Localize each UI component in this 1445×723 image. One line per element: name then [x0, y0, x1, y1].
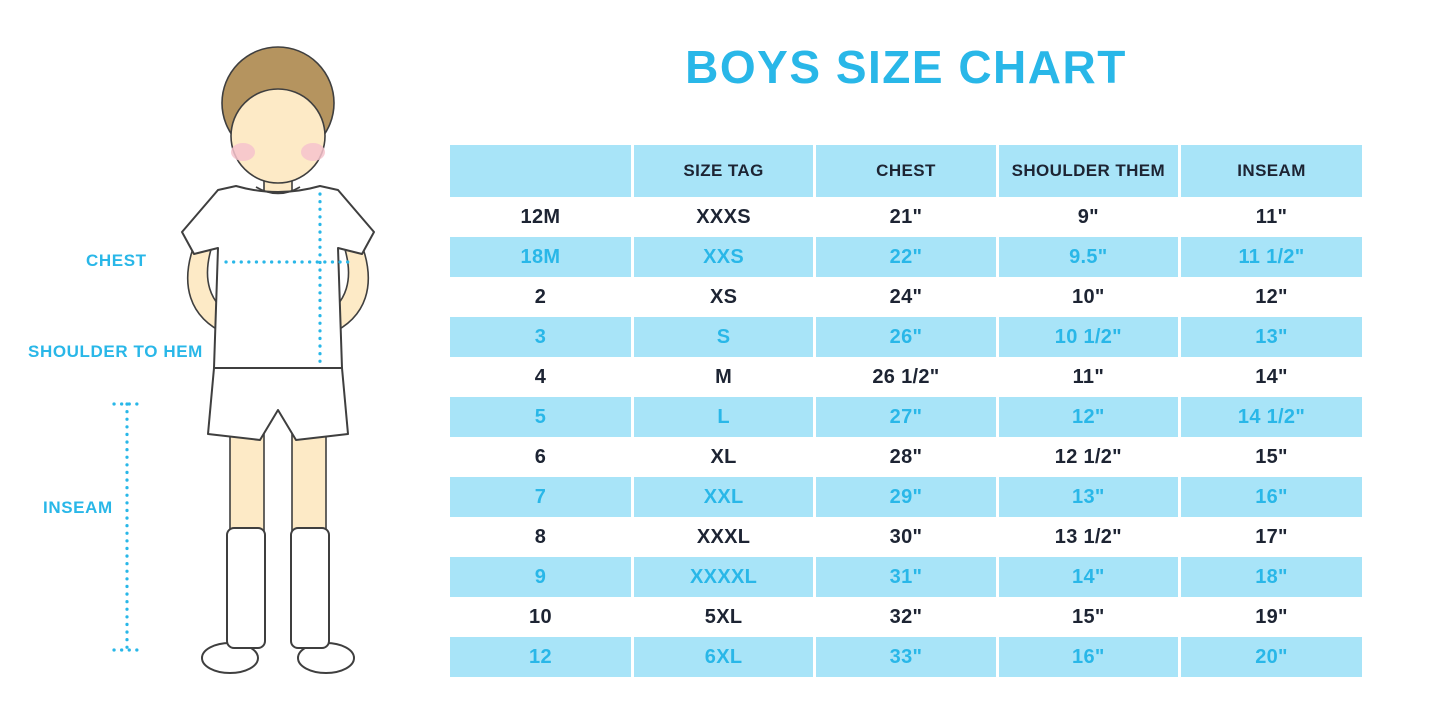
size-chart-section: BOYS SIZE CHART SIZE TAG CHEST SHOULDER TH… [450, 0, 1362, 723]
table-cell: 5XL [632, 597, 817, 637]
table-cell: XXXXL [632, 557, 817, 597]
table-cell: 22" [814, 237, 999, 277]
table-cell: 16" [1179, 477, 1362, 517]
table-row: 3 S 26" 10 1/2" 13" [450, 317, 1362, 357]
column-header: SHOULDER THEM [997, 145, 1182, 197]
table-body: 12M XXXS 21" 9" 11" 18M XXS 22" 9.5" 11 1/2" 2 XS 24… [450, 197, 1362, 677]
boy-cheek-right [301, 143, 325, 161]
table-cell: 27" [814, 397, 999, 437]
table-cell: 29" [814, 477, 999, 517]
table-row: 10 5XL 32" 15" 19" [450, 597, 1362, 637]
table-header: SIZE TAG CHEST SHOULDER THEM INSEAM [450, 145, 1362, 197]
table-cell: 13 1/2" [997, 517, 1182, 557]
table-cell: 9.5" [997, 237, 1182, 277]
table-cell: 33" [814, 637, 999, 677]
table-row: 12 6XL 33" 16" 20" [450, 637, 1362, 677]
table-cell: 3 [450, 317, 634, 357]
table-cell: 12 [450, 637, 634, 677]
table-cell: 11" [997, 357, 1182, 397]
table-cell: 9" [997, 197, 1182, 237]
table-cell: 14" [1179, 357, 1362, 397]
table-cell: 26" [814, 317, 999, 357]
table-cell: 26 1/2" [814, 357, 999, 397]
table-row: 2 XS 24" 10" 12" [450, 277, 1362, 317]
table-cell: L [632, 397, 817, 437]
table-cell: 32" [814, 597, 999, 637]
size-table: SIZE TAG CHEST SHOULDER THEM INSEAM 12M XXXS… [450, 145, 1362, 677]
boy-shirt [181, 185, 375, 369]
page-title: BOYS SIZE CHART [685, 41, 1127, 93]
boy-illustration [112, 46, 375, 674]
table-cell: 12 1/2" [997, 437, 1182, 477]
table-row: 6 XL 28" 12 1/2" 15" [450, 437, 1362, 477]
table-cell: M [632, 357, 817, 397]
header-row: SIZE TAG CHEST SHOULDER THEM INSEAM [450, 145, 1362, 197]
table-cell: 4 [450, 357, 634, 397]
boy-shorts [207, 367, 349, 441]
boy-shirt-collar [255, 186, 301, 195]
chest-label: CHEST [86, 251, 147, 270]
boy-cheek-left [231, 143, 255, 161]
column-header: CHEST [814, 145, 999, 197]
table-cell: 15" [997, 597, 1182, 637]
table-cell: 18M [450, 237, 634, 277]
table-cell: 14 1/2" [1179, 397, 1362, 437]
table-cell: 8 [450, 517, 634, 557]
table-cell: XXXL [632, 517, 817, 557]
table-cell: 12" [1179, 277, 1362, 317]
table-cell: 18" [1179, 557, 1362, 597]
table-row: 4 M 26 1/2" 11" 14" [450, 357, 1362, 397]
table-cell: 21" [814, 197, 999, 237]
column-header: SIZE TAG [632, 145, 817, 197]
column-header [450, 145, 634, 197]
table-cell: XXL [632, 477, 817, 517]
table-cell: 24" [814, 277, 999, 317]
column-header: INSEAM [1179, 145, 1362, 197]
table-cell: 9 [450, 557, 634, 597]
table-cell: 14" [997, 557, 1182, 597]
table-row: 18M XXS 22" 9.5" 11 1/2" [450, 237, 1362, 277]
table-cell: XS [632, 277, 817, 317]
boy-right-sock [290, 527, 330, 649]
table-cell: 20" [1179, 637, 1362, 677]
table-cell: 6XL [632, 637, 817, 677]
table-row: 5 L 27" 12" 14 1/2" [450, 397, 1362, 437]
table-cell: 15" [1179, 437, 1362, 477]
table-cell: 10 [450, 597, 634, 637]
table-cell: 5 [450, 397, 634, 437]
boy-measurement-diagram: CHEST SHOULDER TO HEM INSEAM [0, 0, 450, 723]
table-cell: 13" [997, 477, 1182, 517]
table-cell: XXXS [632, 197, 817, 237]
table-cell: 12" [997, 397, 1182, 437]
table-cell: 10" [997, 277, 1182, 317]
table-cell: 31" [814, 557, 999, 597]
table-cell: 12M [450, 197, 634, 237]
table-row: 9 XXXXL 31" 14" 18" [450, 557, 1362, 597]
table-cell: XL [632, 437, 817, 477]
table-cell: S [632, 317, 817, 357]
table-cell: 2 [450, 277, 634, 317]
table-cell: 11" [1179, 197, 1362, 237]
table-row: 12M XXXS 21" 9" 11" [450, 197, 1362, 237]
table-row: 8 XXXL 30" 13 1/2" 17" [450, 517, 1362, 557]
boy-face [230, 88, 326, 184]
table-cell: 13" [1179, 317, 1362, 357]
table-row: 7 XXL 29" 13" 16" [450, 477, 1362, 517]
table-cell: 10 1/2" [997, 317, 1182, 357]
table-cell: 19" [1179, 597, 1362, 637]
table-cell: 7 [450, 477, 634, 517]
table-cell: 6 [450, 437, 634, 477]
table-cell: 17" [1179, 517, 1362, 557]
table-cell: 30" [814, 517, 999, 557]
table-cell: XXS [632, 237, 817, 277]
shoulder-to-hem-label: SHOULDER TO HEM [28, 342, 203, 361]
inseam-label: INSEAM [43, 498, 113, 517]
table-cell: 11 1/2" [1179, 237, 1362, 277]
table-cell: 16" [997, 637, 1182, 677]
table-cell: 28" [814, 437, 999, 477]
boy-left-sock [226, 527, 266, 649]
